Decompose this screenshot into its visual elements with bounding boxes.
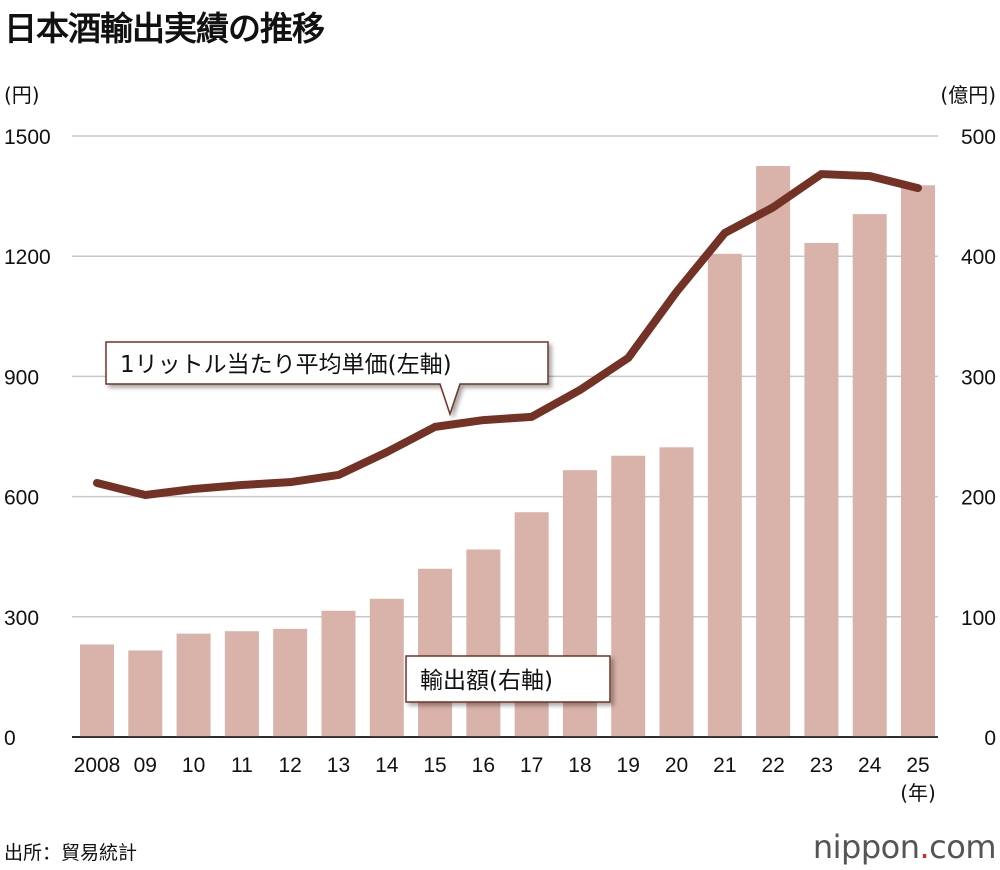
- x-axis-unit: (年): [900, 781, 936, 805]
- right-tick-label: 400: [961, 246, 996, 269]
- right-tick-label: 0: [984, 727, 996, 750]
- left-tick-label: 600: [4, 487, 39, 510]
- x-tick-label: 24: [858, 754, 882, 777]
- bar-20: [659, 447, 694, 737]
- bar-24: [852, 214, 887, 737]
- x-tick-label: 19: [617, 754, 640, 777]
- bar-25: [901, 185, 935, 738]
- bar-09: [128, 650, 163, 737]
- x-tick-label: 13: [327, 754, 350, 777]
- x-tick-label: 16: [472, 754, 495, 777]
- bar-16: [466, 549, 501, 737]
- x-tick-label: 21: [713, 754, 736, 777]
- left-tick-label: 0: [4, 727, 16, 750]
- bar-19: [611, 455, 646, 737]
- right-tick-label: 100: [961, 607, 996, 630]
- left-tick-label: 1500: [4, 126, 51, 149]
- bar-15: [418, 568, 453, 737]
- bar-11: [224, 631, 259, 737]
- bar-10: [176, 633, 211, 737]
- bar-21: [707, 253, 742, 737]
- right-tick-label: 200: [961, 487, 996, 510]
- bar-17: [514, 512, 549, 737]
- bar-23: [804, 242, 839, 737]
- x-tick-label: 12: [278, 754, 301, 777]
- x-tick-label: 18: [568, 754, 591, 777]
- bar-13: [321, 610, 356, 737]
- x-tick-label: 20: [665, 754, 688, 777]
- left-tick-label: 1200: [4, 246, 51, 269]
- x-tick-label: 09: [134, 754, 157, 777]
- chart-title: 日本酒輸出実績の推移: [4, 9, 325, 48]
- left-tick-label: 300: [4, 607, 39, 630]
- right-axis-unit: (億円): [940, 83, 996, 107]
- nippon-logo: nippon.com: [812, 828, 997, 866]
- source-note: 出所：貿易統計: [4, 842, 138, 864]
- x-tick-label: 10: [182, 754, 205, 777]
- left-axis-unit: (円): [4, 83, 40, 107]
- left-tick-label: 900: [4, 366, 39, 389]
- x-tick-label: 23: [810, 754, 833, 777]
- logo-dot: .: [919, 828, 930, 866]
- x-tick-label: 17: [520, 754, 543, 777]
- bar-12: [273, 628, 308, 737]
- bar-callout-box: [405, 655, 611, 703]
- right-tick-label: 300: [961, 366, 996, 389]
- line-callout-box: [105, 341, 549, 417]
- right-tick-label: 500: [961, 126, 996, 149]
- logo-suffix: com: [929, 828, 996, 866]
- bar-22: [756, 166, 791, 738]
- bar-legend-label: 輸出額(右軸): [420, 668, 553, 694]
- bar-14: [369, 598, 404, 737]
- line-unit-price: [93, 170, 922, 499]
- logo-text: nippon: [812, 828, 920, 866]
- x-tick-label: 22: [761, 754, 784, 777]
- x-tick-label: 25: [906, 754, 929, 777]
- line-legend-label: 1リットル当たり平均単価(左軸): [120, 352, 452, 378]
- x-tick-label: 2008: [74, 754, 121, 777]
- x-tick-label: 14: [375, 754, 399, 777]
- x-tick-label: 15: [423, 754, 446, 777]
- x-tick-label: 11: [231, 754, 253, 777]
- bar-2008: [80, 644, 114, 737]
